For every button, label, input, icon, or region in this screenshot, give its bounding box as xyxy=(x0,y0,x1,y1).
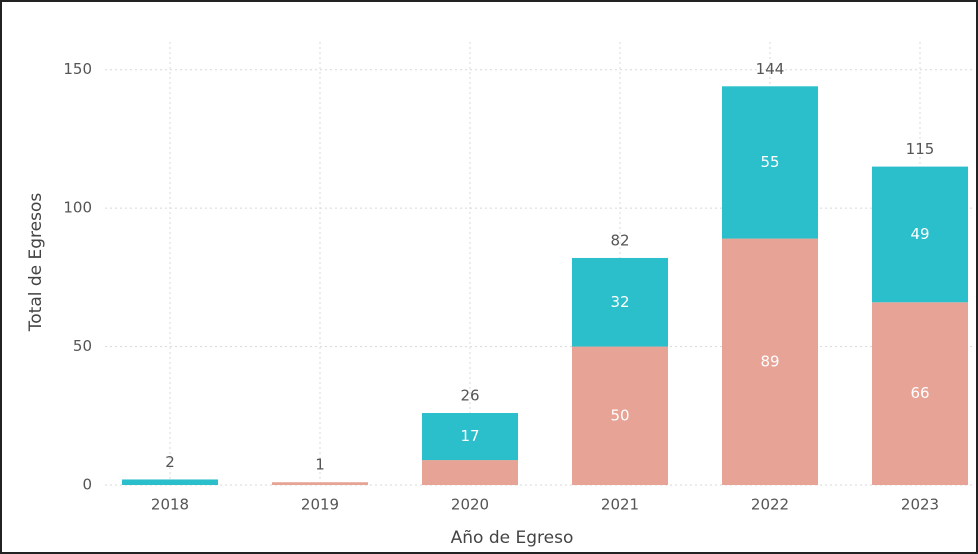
x-tick-label: 2021 xyxy=(601,496,639,514)
y-tick-label: 0 xyxy=(82,476,92,494)
total-label: 1 xyxy=(315,456,325,474)
total-label: 82 xyxy=(610,231,629,249)
segment-label: 50 xyxy=(610,406,629,424)
segment-label: 89 xyxy=(760,352,779,370)
segment-label: 32 xyxy=(610,293,629,311)
segment-label: 55 xyxy=(760,153,779,171)
total-label: 2 xyxy=(165,453,175,471)
total-label: 144 xyxy=(756,60,785,78)
y-tick-label: 50 xyxy=(73,337,92,355)
bar-segment xyxy=(872,302,968,485)
x-tick-label: 2022 xyxy=(751,496,789,514)
x-tick-label: 2019 xyxy=(301,496,339,514)
total-label: 115 xyxy=(906,140,935,158)
bar-segment xyxy=(122,479,218,485)
bar-segment xyxy=(722,238,818,485)
bar-segment xyxy=(572,346,668,485)
bar-segment xyxy=(722,86,818,239)
bar-segment xyxy=(872,166,968,303)
bar-segment xyxy=(572,257,668,347)
total-label: 26 xyxy=(460,387,479,405)
y-tick-label: 100 xyxy=(63,199,92,217)
y-tick-label: 150 xyxy=(63,60,92,78)
segment-label: 17 xyxy=(460,427,479,445)
x-tick-label: 2018 xyxy=(151,496,189,514)
bar-segment xyxy=(422,460,518,485)
y-axis-label: Total de Egresos xyxy=(26,193,46,333)
segment-label: 66 xyxy=(910,384,929,402)
x-axis-label: Año de Egreso xyxy=(451,528,574,548)
bar-segment xyxy=(422,413,518,461)
segment-label: 49 xyxy=(910,225,929,243)
x-tick-label: 2020 xyxy=(451,496,489,514)
bar-segment xyxy=(272,482,368,485)
x-tick-label: 2023 xyxy=(901,496,939,514)
